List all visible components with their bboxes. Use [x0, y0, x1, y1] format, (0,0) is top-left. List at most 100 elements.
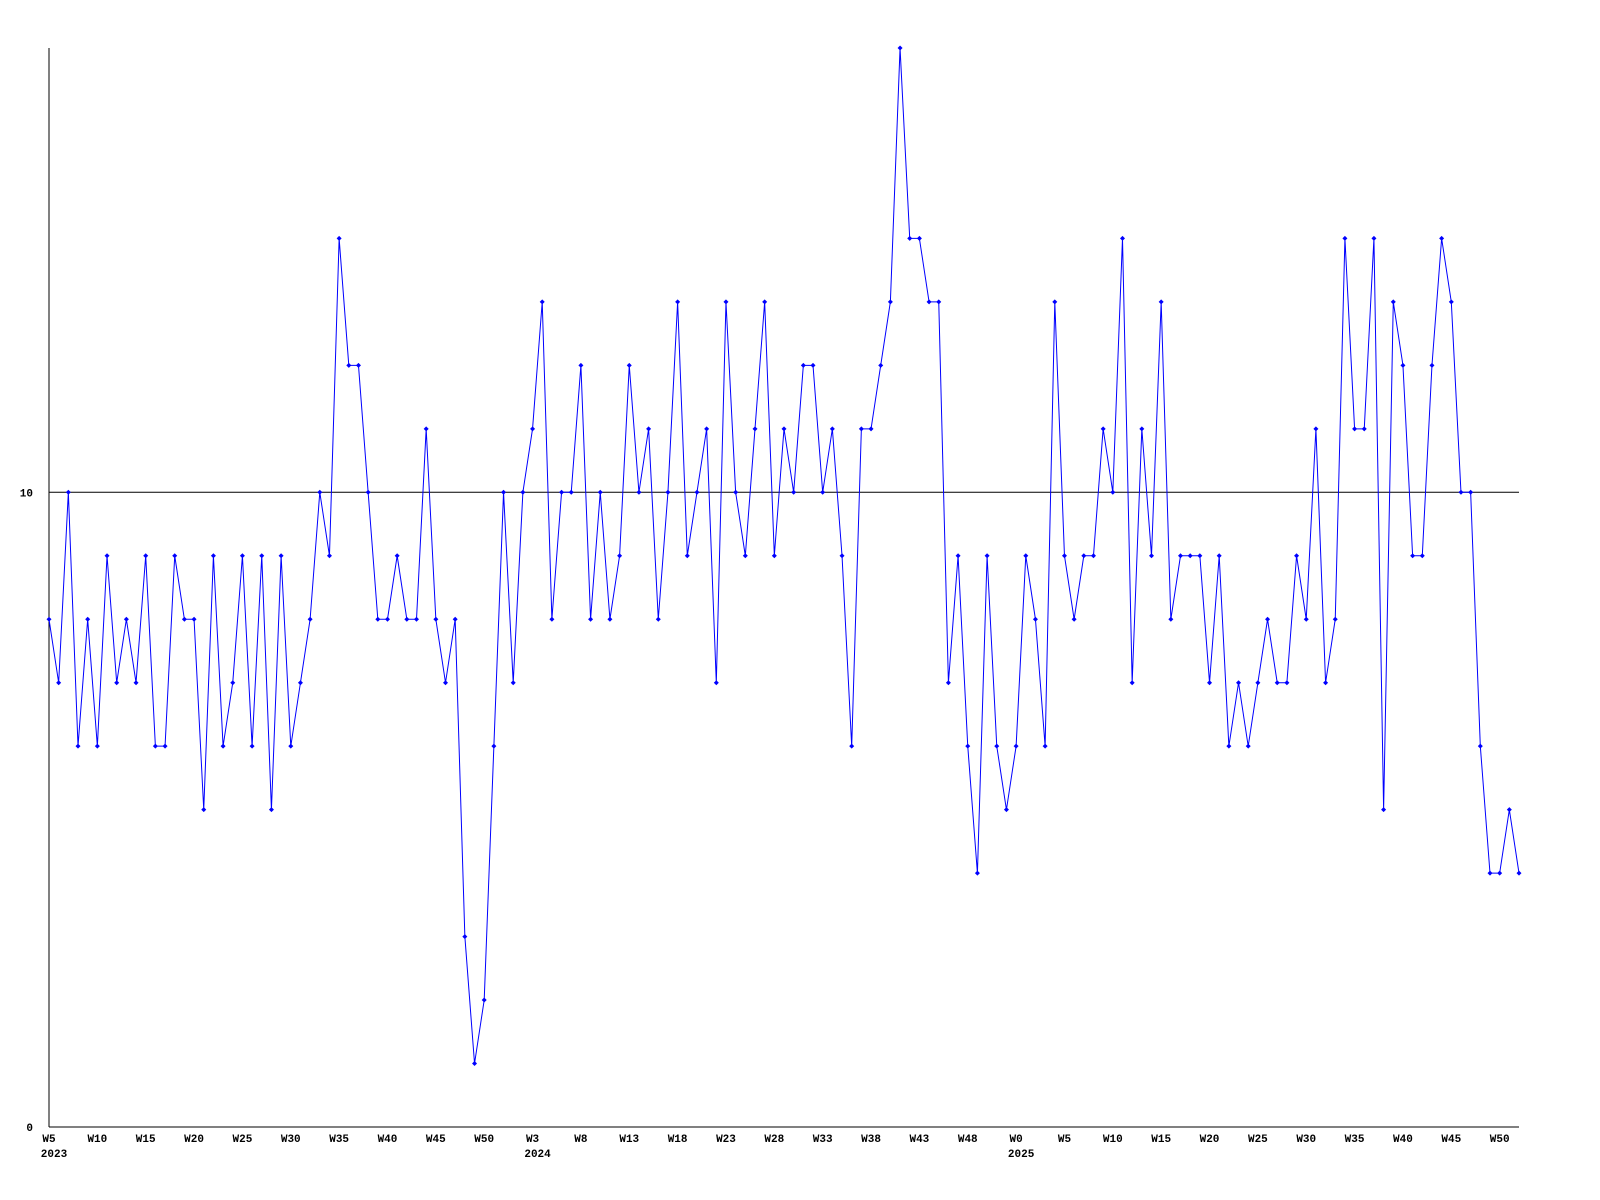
point-marker	[771, 553, 777, 559]
point-marker	[423, 426, 429, 432]
point-marker	[1119, 235, 1125, 241]
point-marker	[1352, 426, 1358, 432]
point-marker	[297, 680, 303, 686]
point-marker	[694, 489, 700, 495]
point-marker	[1226, 743, 1232, 749]
point-marker	[936, 299, 942, 305]
point-marker	[472, 1061, 478, 1067]
point-marker	[1439, 235, 1445, 241]
point-marker	[1332, 616, 1338, 622]
y-tick-label: 10	[20, 488, 33, 500]
point-marker	[791, 489, 797, 495]
point-marker	[65, 489, 71, 495]
point-marker	[1216, 553, 1222, 559]
point-marker	[491, 743, 497, 749]
point-marker	[278, 553, 284, 559]
point-marker	[1149, 553, 1154, 559]
point-marker	[1245, 743, 1251, 749]
point-marker	[1178, 553, 1184, 559]
point-marker	[220, 743, 226, 749]
x-tick-label: W50	[474, 1134, 494, 1146]
point-marker	[133, 680, 139, 686]
point-marker	[1168, 616, 1174, 622]
point-marker	[810, 362, 816, 368]
point-marker	[926, 299, 932, 305]
point-marker	[501, 489, 507, 495]
point-marker	[829, 426, 835, 432]
point-marker	[1139, 426, 1145, 432]
year-label: 2025	[1008, 1149, 1035, 1161]
point-marker	[781, 426, 787, 432]
point-marker	[974, 870, 980, 876]
point-marker	[684, 553, 690, 559]
point-marker	[1052, 299, 1058, 305]
point-marker	[1236, 680, 1242, 686]
point-marker	[46, 616, 52, 622]
point-marker	[1284, 680, 1290, 686]
point-marker	[162, 743, 168, 749]
point-marker	[1158, 299, 1164, 305]
point-marker	[307, 616, 313, 622]
point-marker	[916, 235, 922, 241]
x-tick-label: W10	[1103, 1134, 1123, 1146]
point-marker	[820, 489, 826, 495]
point-marker	[181, 616, 187, 622]
point-marker	[104, 553, 110, 559]
point-marker	[481, 997, 487, 1003]
point-marker	[452, 616, 458, 622]
point-marker	[114, 680, 120, 686]
point-marker	[317, 489, 323, 495]
point-marker	[1003, 807, 1009, 813]
x-tick-label: W5	[1058, 1134, 1072, 1146]
point-marker	[839, 553, 845, 559]
point-marker	[1042, 743, 1048, 749]
point-marker	[1477, 743, 1483, 749]
point-marker	[75, 743, 81, 749]
point-marker	[1400, 362, 1406, 368]
point-marker	[549, 616, 555, 622]
point-marker	[1458, 489, 1464, 495]
point-marker	[588, 616, 594, 622]
point-marker	[733, 489, 739, 495]
point-marker	[578, 362, 584, 368]
x-tick-label: W45	[1441, 1134, 1461, 1146]
x-tick-label: W48	[958, 1134, 978, 1146]
point-marker	[268, 807, 274, 813]
point-marker	[878, 362, 884, 368]
x-tick-label: W5	[42, 1134, 56, 1146]
point-marker	[1313, 426, 1319, 432]
point-marker	[1516, 870, 1522, 876]
point-marker	[655, 616, 661, 622]
point-marker	[965, 743, 971, 749]
x-tick-label: W25	[233, 1134, 253, 1146]
point-marker	[1410, 553, 1416, 559]
point-marker	[143, 553, 149, 559]
point-marker	[249, 743, 255, 749]
point-marker	[56, 680, 62, 686]
point-marker	[1506, 807, 1512, 813]
point-marker	[210, 553, 216, 559]
x-tick-label: W20	[1200, 1134, 1220, 1146]
point-marker	[172, 553, 178, 559]
x-tick-label: W10	[87, 1134, 107, 1146]
point-marker	[849, 743, 855, 749]
point-marker	[191, 616, 197, 622]
point-marker	[1265, 616, 1271, 622]
point-marker	[907, 235, 913, 241]
x-tick-label: W15	[136, 1134, 156, 1146]
point-marker	[945, 680, 951, 686]
point-marker	[1081, 553, 1087, 559]
x-tick-label: W35	[329, 1134, 349, 1146]
point-marker	[665, 489, 671, 495]
year-label: 2023	[41, 1149, 68, 1161]
point-marker	[994, 743, 1000, 749]
point-marker	[414, 616, 419, 622]
x-tick-label: W30	[1296, 1134, 1316, 1146]
x-tick-label: W8	[574, 1134, 588, 1146]
x-tick-label: W40	[378, 1134, 398, 1146]
x-tick-label: W0	[1010, 1134, 1023, 1146]
point-marker	[742, 553, 748, 559]
point-marker	[201, 807, 207, 813]
point-marker	[617, 553, 623, 559]
